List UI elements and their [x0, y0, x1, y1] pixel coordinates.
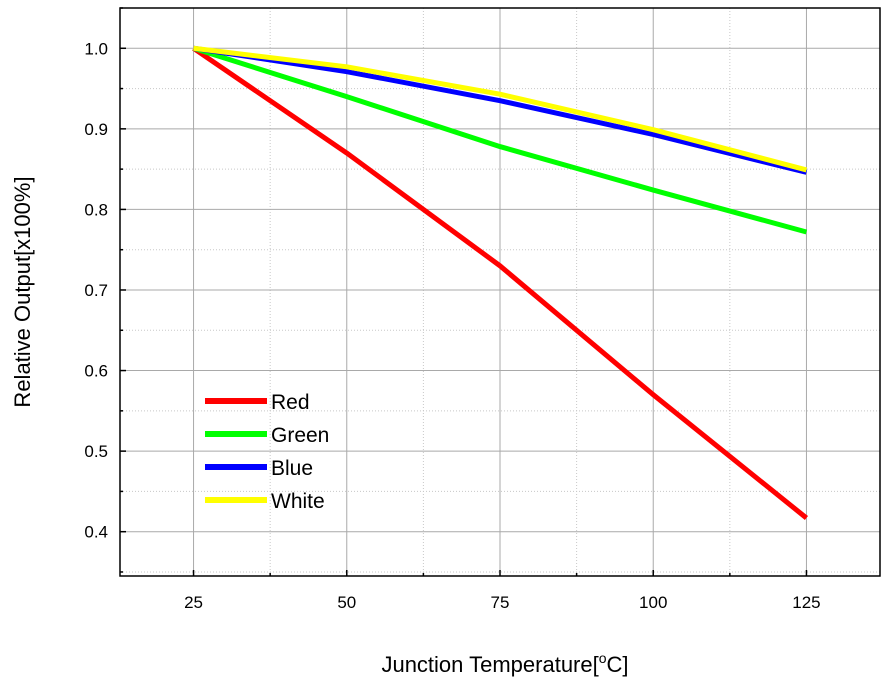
y-axis-title: Relative Output[x100%] [10, 176, 35, 407]
y-tick-label: 0.6 [84, 362, 108, 381]
x-axis-title: Junction Temperature[oC] [381, 650, 628, 677]
series-layer [192, 45, 809, 520]
y-tick-label: 1.0 [84, 39, 108, 58]
x-axis-title-main: Junction Temperature[ [381, 652, 598, 677]
series-line-red [192, 46, 809, 520]
x-axis-title-degree: o [599, 650, 607, 666]
legend-label-white: White [271, 490, 325, 513]
x-tick-label: 100 [639, 593, 667, 612]
y-tick-label: 0.7 [84, 281, 108, 300]
y-tick-label: 0.8 [84, 200, 108, 219]
legend: Red Green Blue White [205, 391, 329, 513]
y-tick-label: 0.5 [84, 442, 108, 461]
x-tick-label: 75 [491, 593, 510, 612]
label-layer: 25 50 75 100 125 0.4 0.5 0.6 0.7 0.8 0.9 1.0 [84, 39, 820, 612]
series-line-white [193, 45, 808, 173]
x-tick-label: 50 [337, 593, 356, 612]
x-axis-title-unit: C] [607, 652, 629, 677]
legend-label-blue: Blue [271, 457, 313, 480]
x-tick-label: 25 [184, 593, 203, 612]
y-tick-label: 0.4 [84, 523, 108, 542]
x-tick-label: 125 [792, 593, 820, 612]
legend-label-red: Red [271, 391, 310, 414]
series-line-green [192, 45, 808, 235]
legend-label-green: Green [271, 424, 329, 447]
tick-layer [120, 7, 808, 576]
series-line-blue [193, 45, 808, 175]
y-tick-label: 0.9 [84, 120, 108, 139]
